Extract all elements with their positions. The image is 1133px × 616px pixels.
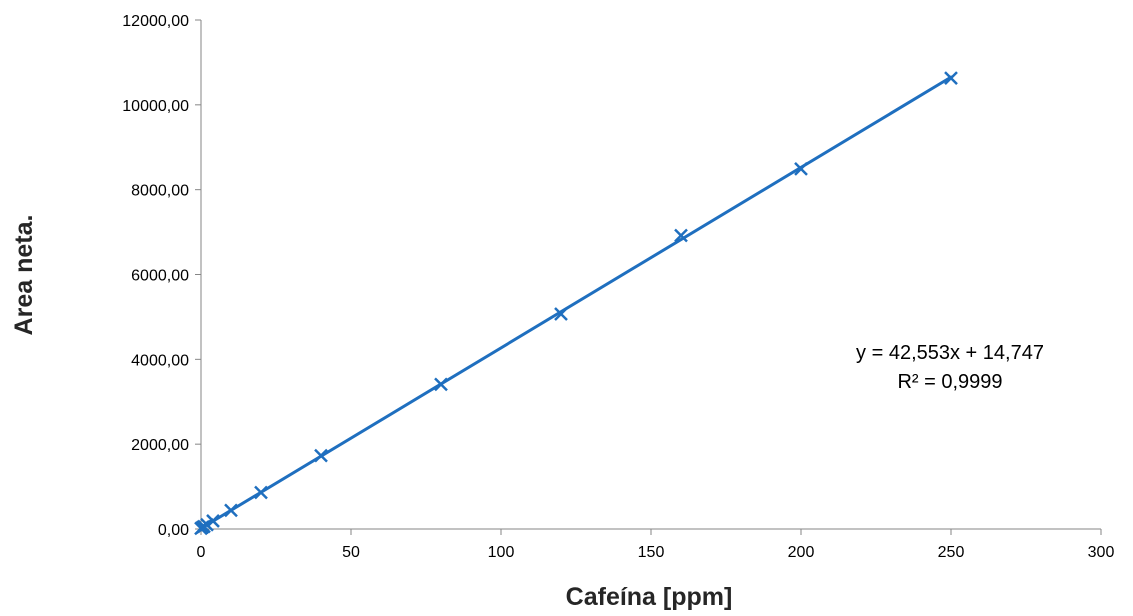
r-squared-label: R² = 0,9999	[897, 371, 1002, 393]
trendline	[199, 75, 953, 530]
data-point	[224, 503, 238, 518]
data-point-stroke	[554, 307, 568, 321]
data-point	[674, 228, 688, 243]
x-tick-label: 250	[938, 544, 965, 561]
data-point	[254, 485, 268, 500]
y-tick-label: 8000,00	[131, 183, 189, 200]
y-tick-label: 0,00	[158, 522, 189, 539]
data-point-stroke	[674, 228, 688, 243]
tick-labels: 0,00 2000,00 4000,00 6000,00 8000,00 10000,00…	[122, 13, 1114, 561]
y-tick-label: 6000,00	[131, 268, 189, 285]
x-tick-label: 0	[197, 544, 206, 561]
data-points	[194, 71, 958, 536]
data-point	[314, 448, 328, 463]
data-point	[200, 517, 214, 532]
data-point	[434, 377, 448, 392]
data-point-stroke	[314, 448, 328, 463]
data-point	[944, 71, 958, 85]
y-tick-label: 10000,00	[122, 98, 189, 115]
x-tick-label: 100	[488, 544, 515, 561]
data-point	[794, 161, 808, 176]
x-tick-label: 300	[1088, 544, 1115, 561]
data-point	[554, 307, 568, 321]
data-point-stroke	[944, 71, 958, 85]
data-point-stroke	[254, 485, 268, 500]
trendline-group	[199, 75, 953, 530]
x-tick-label: 150	[638, 544, 665, 561]
y-tick-label: 2000,00	[131, 437, 189, 454]
x-axis-title: Cafeína [ppm]	[566, 583, 733, 611]
data-point-stroke	[434, 377, 448, 392]
y-tick-label: 12000,00	[122, 13, 189, 30]
x-tick-label: 200	[788, 544, 815, 561]
data-point-stroke	[206, 514, 220, 528]
data-point-stroke	[224, 503, 238, 518]
data-point	[206, 514, 220, 528]
data-point-stroke	[200, 517, 214, 532]
x-tick-label: 50	[342, 544, 360, 561]
y-axis-title: Area neta.	[10, 215, 38, 336]
trendline-equation: y = 42,553x + 14,747	[856, 342, 1044, 364]
data-point-stroke	[794, 161, 808, 176]
axes	[195, 19, 1102, 535]
y-tick-label: 4000,00	[131, 352, 189, 369]
